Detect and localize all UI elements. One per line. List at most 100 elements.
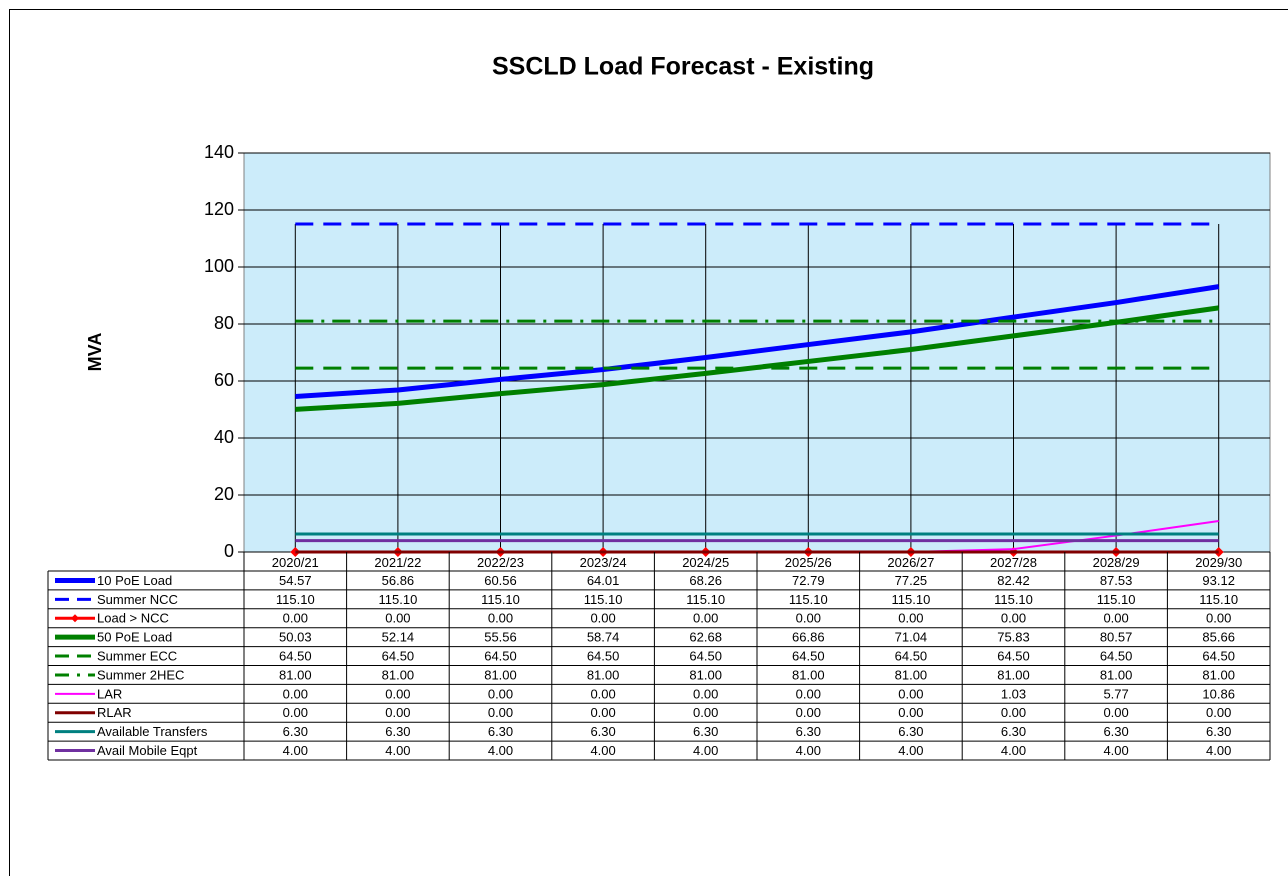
table-value: 62.68 bbox=[689, 630, 722, 645]
table-value: 54.57 bbox=[279, 573, 312, 588]
table-value: 72.79 bbox=[792, 573, 825, 588]
table-value: 0.00 bbox=[385, 611, 410, 626]
legend-label: LAR bbox=[97, 686, 122, 701]
table-value: 0.00 bbox=[590, 705, 615, 720]
table-value: 115.10 bbox=[276, 592, 315, 607]
table-value: 55.56 bbox=[484, 630, 517, 645]
legend-label: Load > NCC bbox=[97, 611, 169, 626]
table-value: 64.50 bbox=[484, 648, 517, 663]
legend-label: 10 PoE Load bbox=[97, 573, 172, 588]
table-value: 0.00 bbox=[693, 686, 718, 701]
table-value: 85.66 bbox=[1202, 630, 1235, 645]
table-value: 0.00 bbox=[898, 611, 923, 626]
table-value: 0.00 bbox=[488, 705, 513, 720]
y-tick-label: 20 bbox=[214, 484, 234, 504]
table-value: 64.50 bbox=[1202, 648, 1235, 663]
x-tick-label: 2027/28 bbox=[990, 555, 1037, 570]
table-value: 81.00 bbox=[895, 667, 928, 682]
table-value: 64.50 bbox=[997, 648, 1030, 663]
x-tick-label: 2029/30 bbox=[1195, 555, 1242, 570]
y-axis-label: MVA bbox=[85, 333, 105, 372]
table-value: 6.30 bbox=[488, 724, 513, 739]
legend-label: Summer NCC bbox=[97, 592, 178, 607]
table-value: 81.00 bbox=[792, 667, 825, 682]
x-tick-label: 2025/26 bbox=[785, 555, 832, 570]
table-value: 4.00 bbox=[488, 743, 513, 758]
table-value: 0.00 bbox=[1206, 705, 1231, 720]
table-value: 6.30 bbox=[283, 724, 308, 739]
table-value: 80.57 bbox=[1100, 630, 1133, 645]
table-value: 6.30 bbox=[590, 724, 615, 739]
legend-label: RLAR bbox=[97, 705, 132, 720]
table-value: 115.10 bbox=[1097, 592, 1136, 607]
table-value: 6.30 bbox=[1001, 724, 1026, 739]
table-value: 81.00 bbox=[587, 667, 620, 682]
legend-label: 50 PoE Load bbox=[97, 630, 172, 645]
y-tick-label: 120 bbox=[204, 199, 234, 219]
table-value: 6.30 bbox=[796, 724, 821, 739]
table-value: 6.30 bbox=[1206, 724, 1231, 739]
table-value: 81.00 bbox=[997, 667, 1030, 682]
table-value: 6.30 bbox=[898, 724, 923, 739]
table-value: 60.56 bbox=[484, 573, 517, 588]
table-value: 4.00 bbox=[693, 743, 718, 758]
table-value: 64.50 bbox=[279, 648, 312, 663]
table-value: 0.00 bbox=[283, 705, 308, 720]
y-tick-label: 140 bbox=[204, 142, 234, 162]
x-tick-label: 2024/25 bbox=[682, 555, 729, 570]
table-value: 81.00 bbox=[1202, 667, 1235, 682]
table-value: 50.03 bbox=[279, 630, 312, 645]
table-value: 0.00 bbox=[693, 611, 718, 626]
table-value: 87.53 bbox=[1100, 573, 1133, 588]
table-value: 58.74 bbox=[587, 630, 620, 645]
legend-label: Available Transfers bbox=[97, 724, 208, 739]
table-value: 0.00 bbox=[796, 611, 821, 626]
table-value: 93.12 bbox=[1202, 573, 1235, 588]
table-value: 64.01 bbox=[587, 573, 620, 588]
table-value: 64.50 bbox=[792, 648, 825, 663]
table-value: 71.04 bbox=[895, 630, 928, 645]
table-value: 64.50 bbox=[895, 648, 928, 663]
table-value: 0.00 bbox=[796, 705, 821, 720]
table-value: 6.30 bbox=[1103, 724, 1128, 739]
table-value: 82.42 bbox=[997, 573, 1030, 588]
table-value: 5.77 bbox=[1103, 686, 1128, 701]
table-value: 0.00 bbox=[1206, 611, 1231, 626]
table-value: 0.00 bbox=[1103, 611, 1128, 626]
legend-label: Summer 2HEC bbox=[97, 667, 184, 682]
table-value: 0.00 bbox=[385, 686, 410, 701]
chart-border bbox=[9, 9, 1288, 876]
table-value: 4.00 bbox=[283, 743, 308, 758]
table-value: 0.00 bbox=[693, 705, 718, 720]
legend-label: Avail Mobile Eqpt bbox=[97, 743, 198, 758]
table-value: 81.00 bbox=[689, 667, 722, 682]
chart-title: SSCLD Load Forecast - Existing bbox=[492, 53, 874, 81]
table-value: 81.00 bbox=[382, 667, 415, 682]
table-value: 66.86 bbox=[792, 630, 825, 645]
table-value: 4.00 bbox=[898, 743, 923, 758]
x-tick-label: 2022/23 bbox=[477, 555, 524, 570]
table-value: 75.83 bbox=[997, 630, 1030, 645]
table-value: 77.25 bbox=[895, 573, 928, 588]
table-value: 0.00 bbox=[1001, 705, 1026, 720]
table-value: 1.03 bbox=[1001, 686, 1026, 701]
table-value: 4.00 bbox=[1103, 743, 1128, 758]
x-tick-label: 2028/29 bbox=[1093, 555, 1140, 570]
y-tick-label: 100 bbox=[204, 256, 234, 276]
table-value: 64.50 bbox=[587, 648, 620, 663]
table-value: 0.00 bbox=[898, 686, 923, 701]
table-value: 56.86 bbox=[382, 573, 415, 588]
table-value: 115.10 bbox=[584, 592, 623, 607]
table-value: 4.00 bbox=[590, 743, 615, 758]
table-value: 64.50 bbox=[689, 648, 722, 663]
table-value: 6.30 bbox=[693, 724, 718, 739]
table-value: 0.00 bbox=[488, 686, 513, 701]
y-tick-label: 80 bbox=[214, 313, 234, 333]
table-value: 52.14 bbox=[382, 630, 415, 645]
table-value: 0.00 bbox=[590, 686, 615, 701]
x-tick-label: 2026/27 bbox=[887, 555, 934, 570]
x-tick-label: 2023/24 bbox=[580, 555, 627, 570]
table-value: 68.26 bbox=[689, 573, 722, 588]
table-value: 115.10 bbox=[686, 592, 725, 607]
